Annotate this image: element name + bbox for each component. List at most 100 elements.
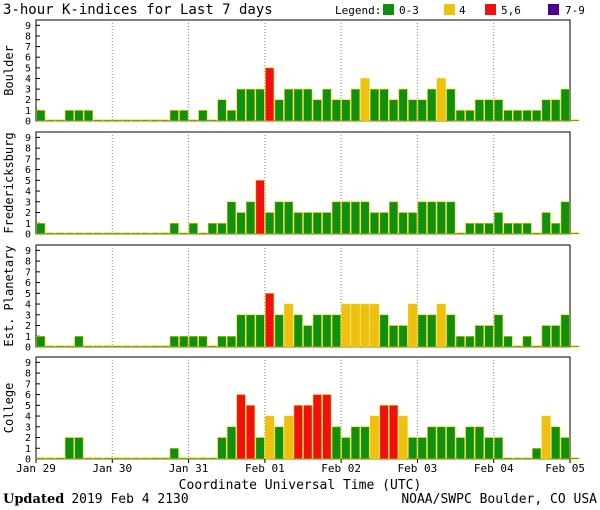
bar bbox=[312, 314, 322, 348]
x-tick-label: Feb 04 bbox=[474, 462, 514, 475]
bar bbox=[255, 88, 265, 122]
bar bbox=[160, 345, 170, 348]
bar bbox=[560, 437, 570, 460]
bar bbox=[379, 212, 389, 235]
y-tick-label: 5 bbox=[25, 176, 31, 187]
bar bbox=[45, 345, 55, 348]
bar bbox=[179, 457, 189, 460]
panel-frame bbox=[35, 131, 571, 235]
y-tick-label: 4 bbox=[25, 412, 31, 423]
bar bbox=[408, 99, 418, 122]
bar bbox=[379, 88, 389, 122]
bar bbox=[36, 335, 46, 348]
bar bbox=[245, 405, 256, 460]
bar bbox=[560, 88, 570, 122]
bar bbox=[341, 99, 351, 122]
bar bbox=[446, 314, 456, 348]
bar bbox=[245, 314, 256, 348]
bar bbox=[169, 335, 179, 348]
bar bbox=[398, 88, 408, 122]
bar bbox=[465, 222, 475, 235]
y-tick-label: 8 bbox=[25, 257, 31, 268]
bar bbox=[465, 335, 475, 348]
bar bbox=[255, 437, 265, 460]
y-tick-label: 5 bbox=[25, 63, 31, 74]
bar bbox=[131, 119, 141, 122]
bar bbox=[122, 457, 132, 460]
bar bbox=[255, 314, 265, 348]
bar bbox=[493, 212, 504, 235]
bar bbox=[369, 88, 380, 122]
bar bbox=[274, 314, 284, 348]
y-tick-label: 1 bbox=[25, 106, 31, 117]
y-tick-label: 4 bbox=[25, 74, 31, 85]
bar bbox=[74, 232, 84, 235]
bar bbox=[64, 110, 74, 122]
bar bbox=[408, 212, 418, 235]
bar bbox=[455, 110, 465, 122]
x-tick-label: Jan 31 bbox=[169, 462, 209, 475]
bar bbox=[312, 394, 322, 460]
bar bbox=[465, 426, 475, 460]
bar bbox=[541, 325, 551, 348]
bar bbox=[293, 88, 303, 122]
bar bbox=[169, 110, 179, 122]
y-tick-label: 7 bbox=[25, 154, 31, 165]
bar bbox=[45, 457, 55, 460]
bar bbox=[503, 222, 513, 235]
bar bbox=[169, 222, 179, 235]
bar bbox=[427, 314, 437, 348]
bar bbox=[160, 457, 170, 460]
panel-label: College bbox=[2, 383, 16, 434]
bar bbox=[350, 303, 361, 348]
bar bbox=[284, 415, 294, 460]
bar bbox=[303, 212, 313, 235]
bar bbox=[45, 232, 55, 235]
bar bbox=[45, 119, 55, 122]
bar bbox=[322, 394, 332, 460]
updated-line: Updated 2019 Feb 4 2130 bbox=[3, 492, 189, 507]
bar bbox=[284, 201, 294, 235]
y-tick-label: 9 bbox=[25, 358, 31, 369]
bar bbox=[455, 437, 465, 460]
bar bbox=[226, 426, 237, 460]
bar bbox=[322, 314, 332, 348]
bar bbox=[217, 222, 227, 235]
legend-entry-1: 4 bbox=[459, 4, 466, 17]
y-tick-label: 8 bbox=[25, 144, 31, 155]
bar bbox=[522, 457, 532, 460]
bar bbox=[408, 437, 418, 460]
bar bbox=[512, 110, 523, 122]
bar bbox=[93, 345, 103, 348]
legend-entry-3: 7-9 bbox=[565, 4, 585, 17]
bar bbox=[436, 426, 446, 460]
bar bbox=[532, 345, 542, 348]
y-tick-label: 7 bbox=[25, 42, 31, 53]
bar bbox=[55, 345, 65, 348]
bar bbox=[255, 180, 265, 235]
bar bbox=[427, 88, 437, 122]
bar bbox=[417, 201, 427, 235]
bar bbox=[369, 212, 380, 235]
bar bbox=[131, 457, 141, 460]
chart-title: 3-hour K-indices for Last 7 days bbox=[3, 2, 273, 18]
bar bbox=[160, 119, 170, 122]
y-tick-label: 1 bbox=[25, 332, 31, 343]
y-tick-label: 2 bbox=[25, 208, 31, 219]
y-tick-label: 4 bbox=[25, 187, 31, 198]
y-tick-label: 3 bbox=[25, 422, 31, 433]
bar bbox=[303, 325, 313, 348]
panel-label: Boulder bbox=[2, 45, 16, 96]
y-tick-label: 9 bbox=[25, 133, 31, 144]
bar bbox=[226, 110, 237, 122]
bar bbox=[112, 232, 122, 235]
bar bbox=[284, 88, 294, 122]
bar bbox=[465, 110, 475, 122]
credit-line: NOAA/SWPC Boulder, CO USA bbox=[401, 492, 597, 507]
bar bbox=[93, 119, 103, 122]
bar bbox=[236, 394, 246, 460]
bar bbox=[131, 232, 141, 235]
bar bbox=[436, 201, 446, 235]
